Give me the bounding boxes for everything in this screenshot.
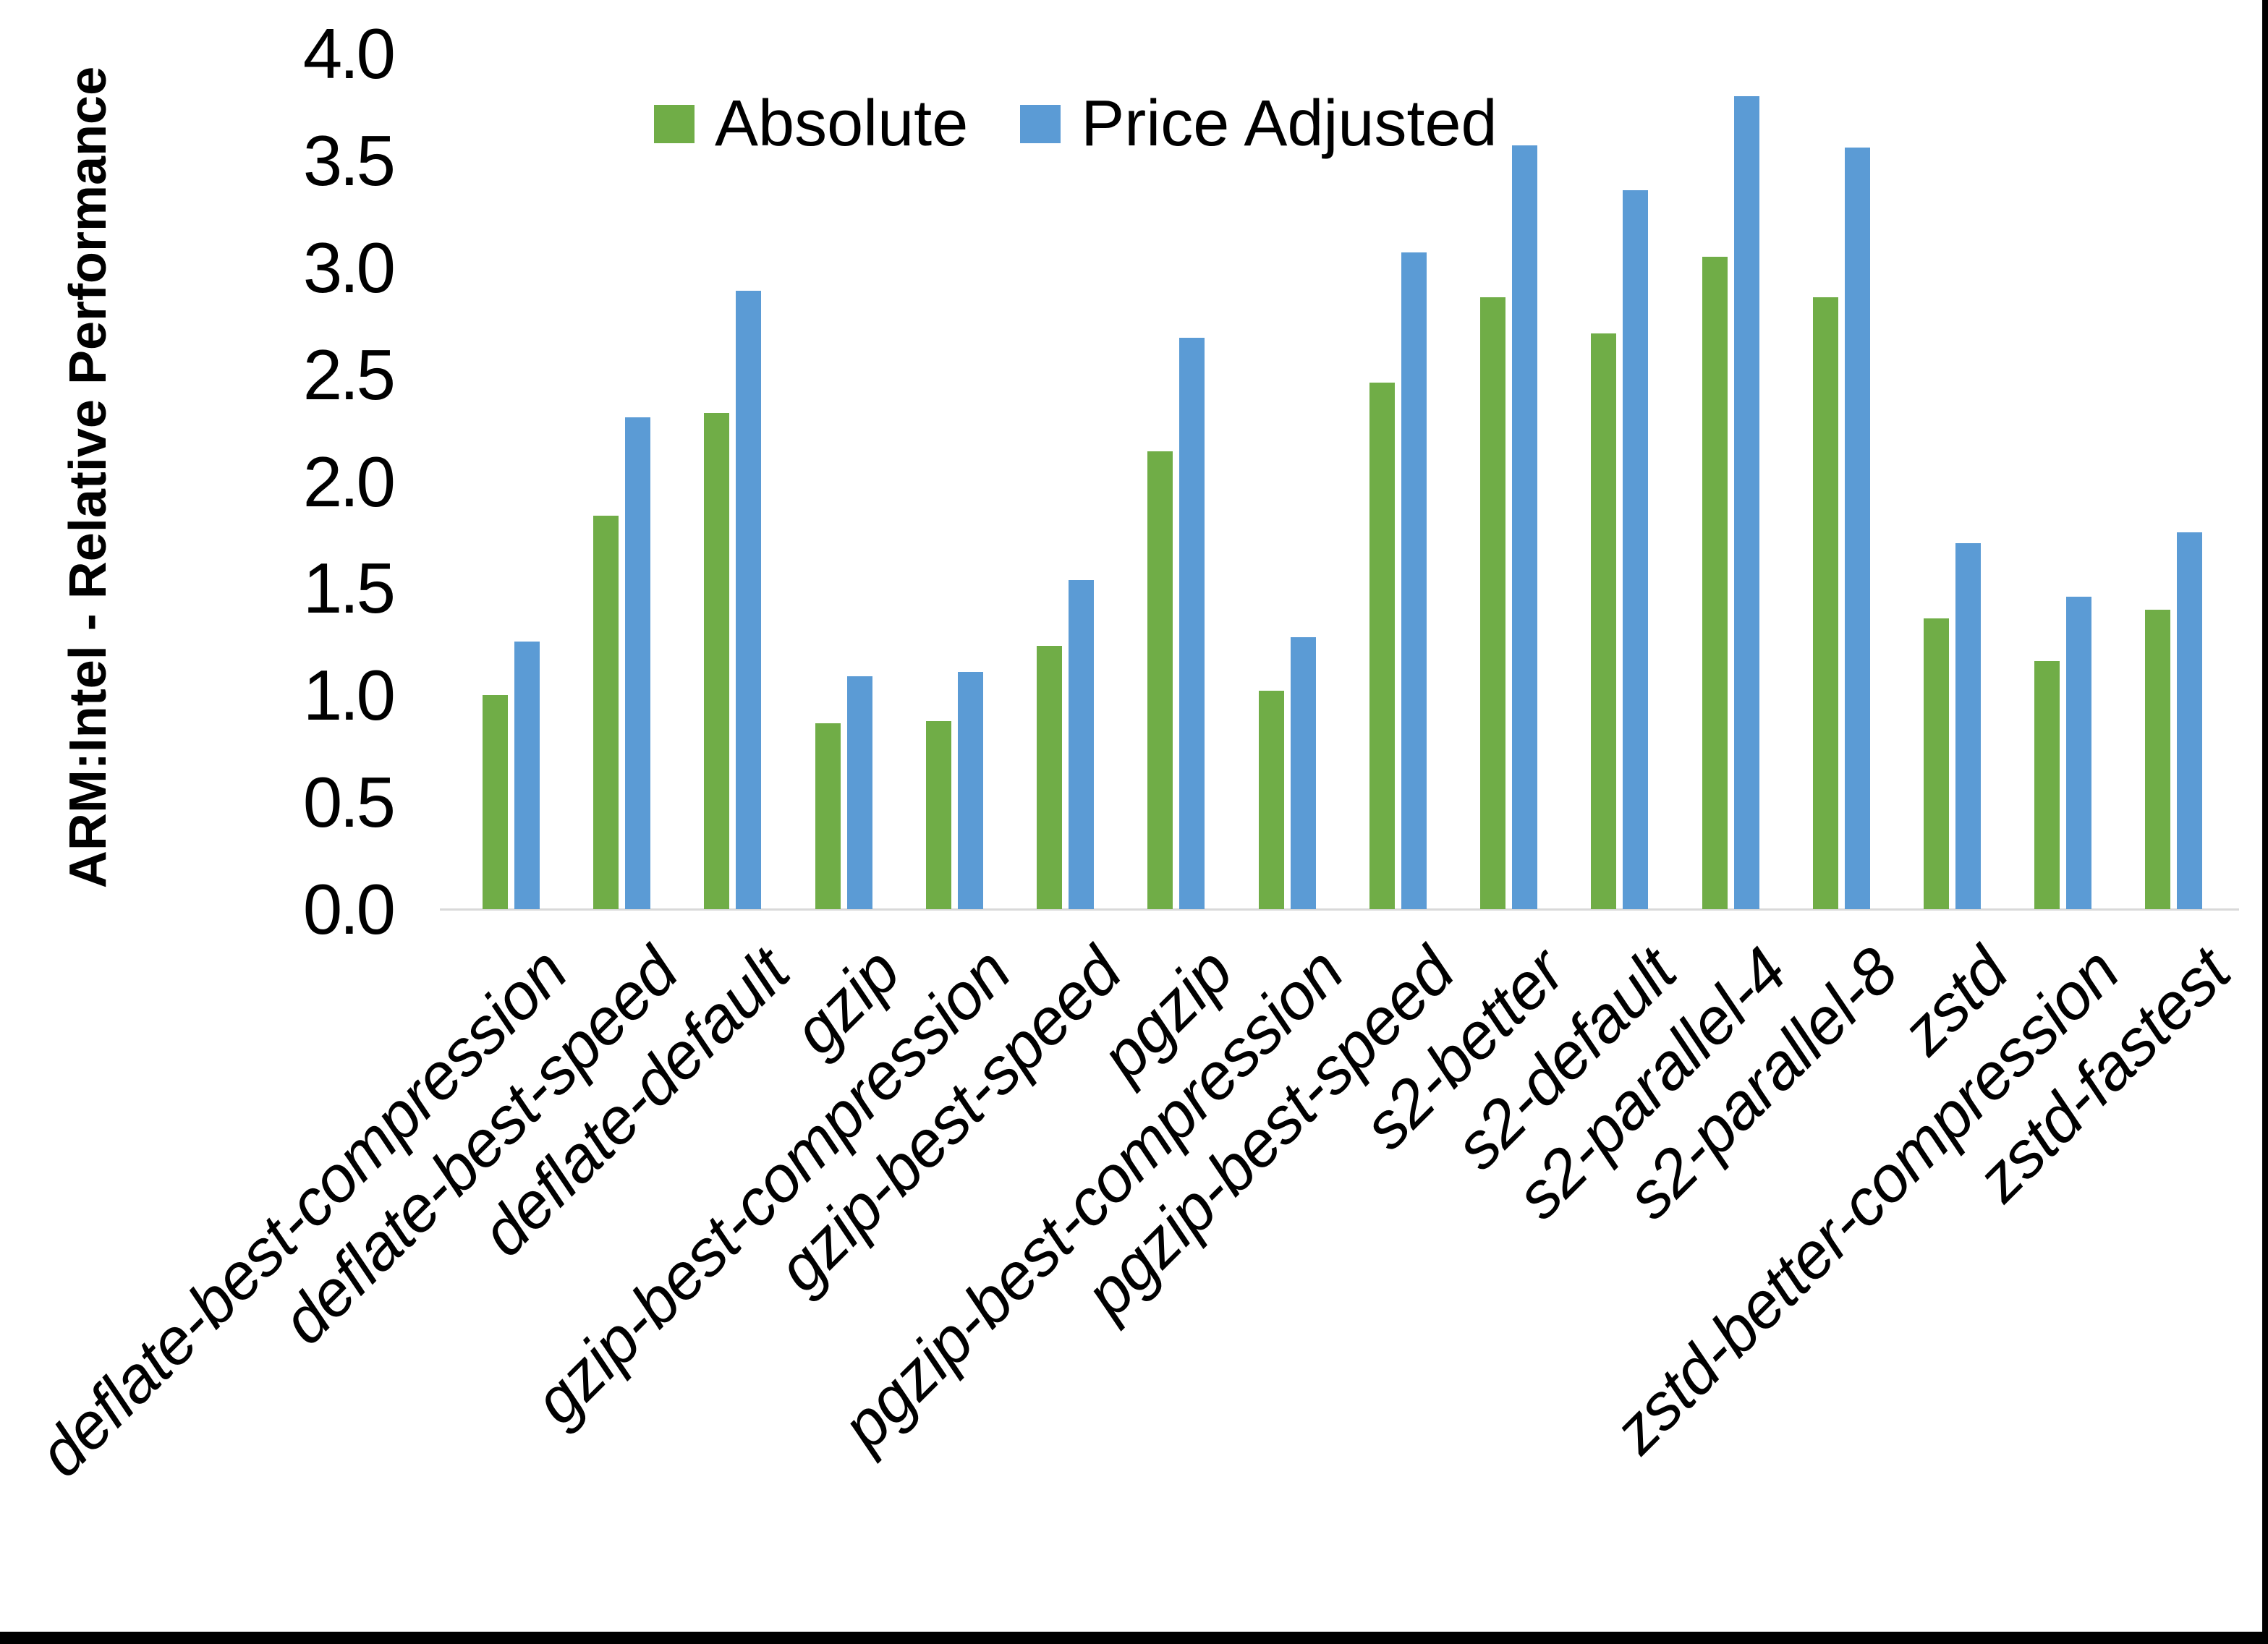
y-tick-label-3.0: 3.0 <box>302 227 396 307</box>
bar-price-adjusted-gzip <box>847 676 872 909</box>
bar-price-adjusted-pgzip-best-compression <box>1291 637 1316 909</box>
bar-absolute-pgzip-best-speed <box>1369 383 1395 909</box>
y-tick-label-2.0: 2.0 <box>302 441 396 521</box>
legend-label-absolute: Absolute <box>715 88 969 160</box>
bar-price-adjusted-s2-better <box>1512 145 1537 909</box>
bar-price-adjusted-gzip-best-speed <box>1069 580 1094 909</box>
bar-absolute-zstd-fastest <box>2145 610 2170 909</box>
y-axis-title: ARM:Intel - Relative Performance <box>59 66 117 889</box>
bar-absolute-s2-better <box>1480 297 1505 909</box>
bar-absolute-deflate-best-compression <box>483 695 508 909</box>
legend: Absolute Price Adjusted <box>654 87 1498 161</box>
y-tick-label-2.5: 2.5 <box>302 334 396 414</box>
y-tick-label-0.0: 0.0 <box>302 869 396 949</box>
bar-price-adjusted-deflate-best-speed <box>625 417 650 909</box>
bar-price-adjusted-pgzip <box>1179 338 1205 909</box>
bar-price-adjusted-deflate-default <box>736 291 761 909</box>
legend-swatch-absolute <box>654 105 695 143</box>
bar-absolute-s2-default <box>1591 333 1616 909</box>
bar-price-adjusted-s2-default <box>1623 190 1648 909</box>
legend-item-absolute: Absolute <box>654 87 968 161</box>
bar-absolute-s2-parallel-8 <box>1813 297 1838 909</box>
bar-absolute-deflate-best-speed <box>593 516 619 909</box>
legend-label-price-adjusted: Price Adjusted <box>1081 88 1498 160</box>
bar-absolute-s2-parallel-4 <box>1702 257 1728 909</box>
bar-price-adjusted-zstd-fastest <box>2177 532 2202 909</box>
y-tick-label-4.0: 4.0 <box>302 14 396 93</box>
bar-price-adjusted-zstd <box>1955 543 1981 909</box>
bar-price-adjusted-zstd-better-compression <box>2066 597 2091 909</box>
slide-border-bottom <box>0 1632 2268 1644</box>
y-tick-label-0.5: 0.5 <box>302 762 396 843</box>
bar-absolute-zstd <box>1924 618 1949 909</box>
slide-border-right <box>2262 0 2268 1644</box>
bar-price-adjusted-deflate-best-compression <box>514 642 540 909</box>
bar-absolute-zstd-better-compression <box>2034 661 2060 909</box>
bar-price-adjusted-s2-parallel-4 <box>1734 96 1759 909</box>
x-axis-line <box>440 908 2239 911</box>
bar-absolute-gzip <box>815 723 841 909</box>
bar-price-adjusted-gzip-best-compression <box>958 672 983 909</box>
y-tick-label-1.5: 1.5 <box>302 548 396 629</box>
y-tick-label-1.0: 1.0 <box>302 655 396 736</box>
bar-absolute-gzip-best-compression <box>926 721 951 909</box>
bar-absolute-pgzip <box>1147 451 1173 909</box>
bar-absolute-gzip-best-speed <box>1037 646 1062 909</box>
bar-absolute-pgzip-best-compression <box>1259 691 1284 909</box>
legend-item-price-adjusted: Price Adjusted <box>1020 87 1498 161</box>
legend-swatch-price-adjusted <box>1020 105 1061 143</box>
bar-price-adjusted-s2-parallel-8 <box>1845 148 1870 909</box>
bar-absolute-deflate-default <box>704 413 729 909</box>
y-tick-label-3.5: 3.5 <box>302 120 396 200</box>
bar-price-adjusted-pgzip-best-speed <box>1401 252 1427 909</box>
